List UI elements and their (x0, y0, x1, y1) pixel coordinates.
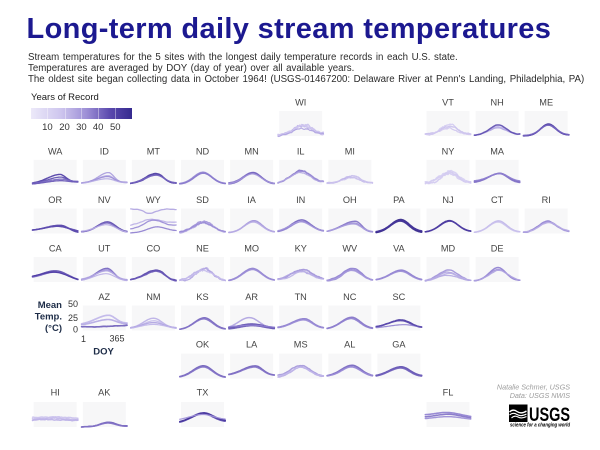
svg-text:Mean: Mean (38, 300, 62, 311)
svg-text:MT: MT (147, 147, 161, 157)
svg-text:ME: ME (539, 98, 553, 108)
svg-text:LA: LA (246, 340, 258, 350)
svg-text:KY: KY (295, 244, 307, 254)
svg-text:UT: UT (98, 244, 111, 254)
svg-text:AZ: AZ (98, 292, 110, 302)
svg-text:NV: NV (98, 195, 112, 205)
svg-text:USGS: USGS (529, 405, 570, 426)
svg-text:1: 1 (81, 334, 86, 344)
svg-text:50: 50 (68, 299, 78, 309)
svg-text:0: 0 (73, 325, 78, 335)
svg-text:NC: NC (343, 292, 357, 302)
svg-text:science for a changing world: science for a changing world (510, 423, 571, 429)
svg-text:OH: OH (343, 195, 357, 205)
svg-text:IA: IA (247, 195, 257, 205)
svg-text:WI: WI (295, 98, 306, 108)
svg-text:AR: AR (245, 292, 258, 302)
svg-text:NJ: NJ (442, 195, 453, 205)
svg-text:PA: PA (393, 195, 405, 205)
svg-text:TN: TN (295, 292, 307, 302)
svg-text:VT: VT (442, 98, 454, 108)
svg-text:CO: CO (147, 244, 161, 254)
svg-text:HI: HI (51, 388, 60, 398)
svg-text:Temp.: Temp. (35, 312, 62, 323)
svg-text:ND: ND (196, 147, 210, 157)
svg-text:SC: SC (393, 292, 406, 302)
svg-text:IL: IL (297, 147, 305, 157)
svg-text:DE: DE (491, 244, 504, 254)
svg-text:FL: FL (443, 388, 454, 398)
svg-text:WV: WV (342, 244, 358, 254)
svg-text:365: 365 (109, 334, 124, 344)
svg-text:Data: USGS NWIS: Data: USGS NWIS (510, 391, 571, 400)
svg-text:AK: AK (98, 388, 111, 398)
svg-text:MN: MN (244, 147, 258, 157)
svg-text:OR: OR (48, 195, 62, 205)
svg-text:VA: VA (393, 244, 405, 254)
svg-text:TX: TX (197, 388, 209, 398)
svg-text:MI: MI (345, 147, 355, 157)
svg-text:KS: KS (196, 292, 208, 302)
svg-text:NH: NH (490, 98, 503, 108)
svg-text:25: 25 (68, 313, 78, 323)
svg-text:MS: MS (294, 340, 308, 350)
svg-text:IN: IN (296, 195, 305, 205)
svg-text:NY: NY (442, 147, 455, 157)
svg-text:MO: MO (244, 244, 259, 254)
svg-text:CA: CA (49, 244, 63, 254)
svg-text:(°C): (°C) (45, 323, 62, 334)
svg-text:RI: RI (542, 195, 551, 205)
svg-text:ID: ID (100, 147, 110, 157)
svg-text:NE: NE (196, 244, 209, 254)
svg-text:CT: CT (491, 195, 504, 205)
svg-text:DOY: DOY (93, 347, 114, 358)
svg-text:AL: AL (344, 340, 355, 350)
svg-text:Natalie Schmer, USGS: Natalie Schmer, USGS (497, 383, 570, 392)
svg-text:OK: OK (196, 340, 210, 350)
svg-text:WA: WA (48, 147, 63, 157)
svg-text:MD: MD (441, 244, 456, 254)
svg-text:MA: MA (490, 147, 505, 157)
svg-text:GA: GA (392, 340, 406, 350)
svg-text:SD: SD (196, 195, 209, 205)
svg-text:NM: NM (146, 292, 160, 302)
svg-text:WY: WY (146, 195, 161, 205)
